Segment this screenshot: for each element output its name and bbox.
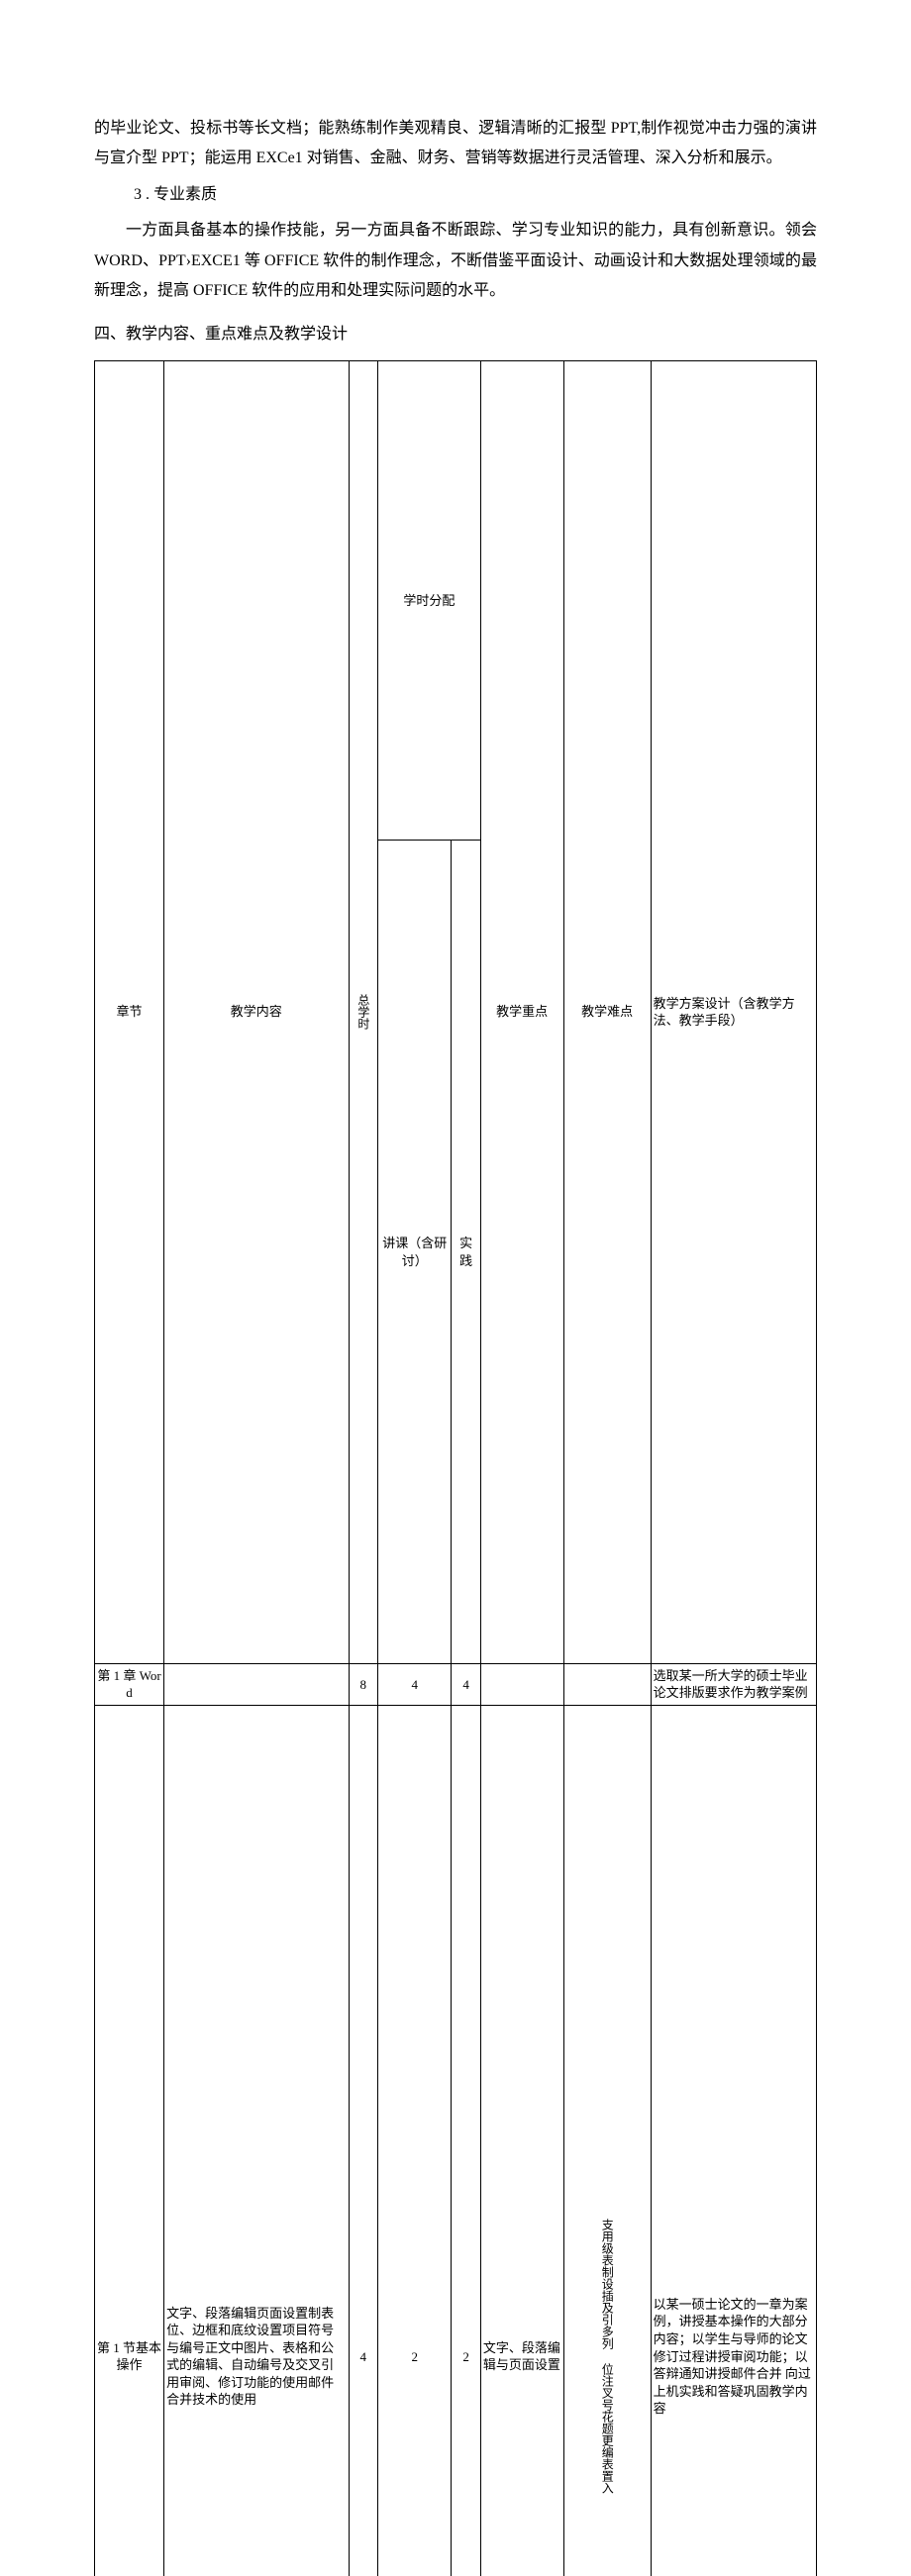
cell-focus: 文字、段落编辑与页面设置 [480,1705,563,2576]
cell-chapter: 第 1 章 Word [95,1663,164,1705]
th-total-hours: 总学时 [349,360,377,1663]
cell-total: 4 [349,1705,377,2576]
cell-content: 文字、段落编辑页面设置制表位、边框和底纹设置项目符号与编号正文中图片、表格和公式… [164,1705,349,2576]
th-lecture: 讲课（含研讨） [377,841,452,1663]
table-row: 第 1 章 Word 8 4 4 选取某一所大学的硕士毕业论文排版要求作为教学案… [95,1663,817,1705]
paragraph-continuation: 的毕业论文、投标书等长文档；能熟练制作美观精良、逻辑清晰的汇报型 PPT,制作视… [94,114,817,174]
cell-total: 8 [349,1663,377,1705]
section-4-title: 四、教学内容、重点难点及教学设计 [94,320,817,349]
table-header-row-1: 章节 教学内容 总学时 学时分配 教学重点 教学难点 教学方案设计（含教学方法、… [95,360,817,841]
cell-difficulty [563,1663,651,1705]
th-chapter: 章节 [95,360,164,1663]
cell-lecture: 4 [377,1663,452,1705]
th-focus: 教学重点 [480,360,563,1663]
cell-practice: 2 [452,1705,480,2576]
th-difficulty: 教学难点 [563,360,651,1663]
cell-content [164,1663,349,1705]
cell-chapter: 第 1 节基本操作 [95,1705,164,2576]
cell-lecture: 2 [377,1705,452,2576]
cell-plan: 以某一硕士论文的一章为案例，讲授基本操作的大部分内容；以学生与导师的论文修订过程… [651,1705,816,2576]
list-item-3: 3 . 专业素质 [94,180,817,210]
th-plan: 教学方案设计（含教学方法、教学手段） [651,360,816,1663]
table-body: 第 1 章 Word 8 4 4 选取某一所大学的硕士毕业论文排版要求作为教学案… [95,1663,817,2576]
table-row: 第 1 节基本操作 文字、段落编辑页面设置制表位、边框和底纹设置项目符号与编号正… [95,1705,817,2576]
cell-plan: 选取某一所大学的硕士毕业论文排版要求作为教学案例 [651,1663,816,1705]
teaching-table: 章节 教学内容 总学时 学时分配 教学重点 教学难点 教学方案设计（含教学方法、… [94,360,817,2576]
th-hours-alloc: 学时分配 [377,360,480,841]
cell-difficulty: 支用级表制设插及引多列 位注叉号花题更编表置入 [563,1705,651,2576]
th-content: 教学内容 [164,360,349,1663]
cell-focus [480,1663,563,1705]
paragraph-2: 一方面具备基本的操作技能，另一方面具备不断跟踪、学习专业知识的能力，具有创新意识… [94,216,817,306]
cell-practice: 4 [452,1663,480,1705]
document-page: 的毕业论文、投标书等长文档；能熟练制作美观精良、逻辑清晰的汇报型 PPT,制作视… [0,0,911,2576]
th-practice: 实践 [452,841,480,1663]
